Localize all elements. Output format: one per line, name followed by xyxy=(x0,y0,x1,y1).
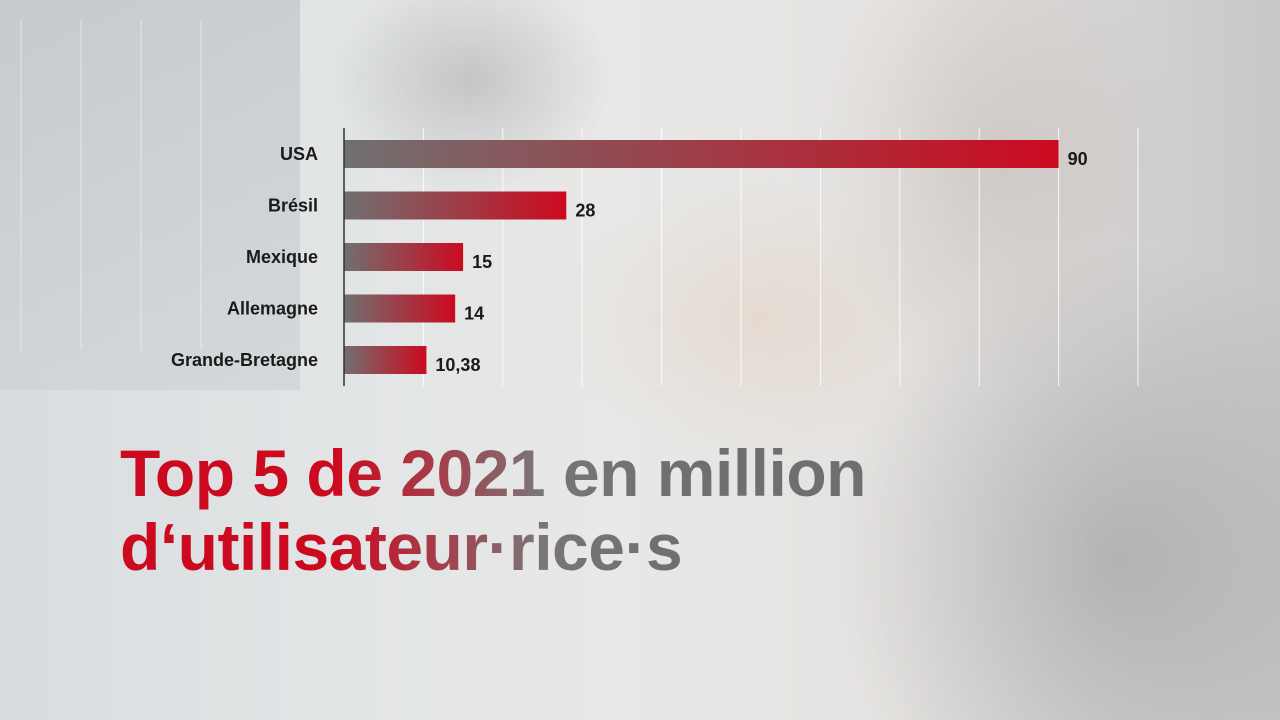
chart-title-line-2: d‘utilisateur·rice·s xyxy=(120,510,683,584)
value-label: 14 xyxy=(464,304,484,324)
bar-4 xyxy=(344,346,427,374)
chart-labels: USA 90 Brésil 28 Mexique 15 Allemagne 14 Grande-… xyxy=(171,144,1088,375)
bar-3 xyxy=(344,294,456,323)
chart-title: Top 5 de 2021 en million d‘utilisateur·r… xyxy=(120,436,1120,584)
bar-1 xyxy=(344,191,567,220)
value-label: 28 xyxy=(575,201,595,221)
category-label: Brésil xyxy=(268,196,318,216)
value-label: 15 xyxy=(472,252,492,272)
category-label: Mexique xyxy=(246,247,318,267)
background-monitor xyxy=(0,0,300,390)
bar-2 xyxy=(344,243,464,271)
category-label: Allemagne xyxy=(227,299,318,319)
value-label: 90 xyxy=(1068,149,1088,169)
bar-0 xyxy=(344,140,1059,168)
chart-bars xyxy=(344,140,1059,374)
value-label: 10,38 xyxy=(435,355,480,375)
chart-title-line-1: Top 5 de 2021 en million xyxy=(120,436,866,510)
category-label: Grande-Bretagne xyxy=(171,350,318,370)
category-label: USA xyxy=(280,144,318,164)
